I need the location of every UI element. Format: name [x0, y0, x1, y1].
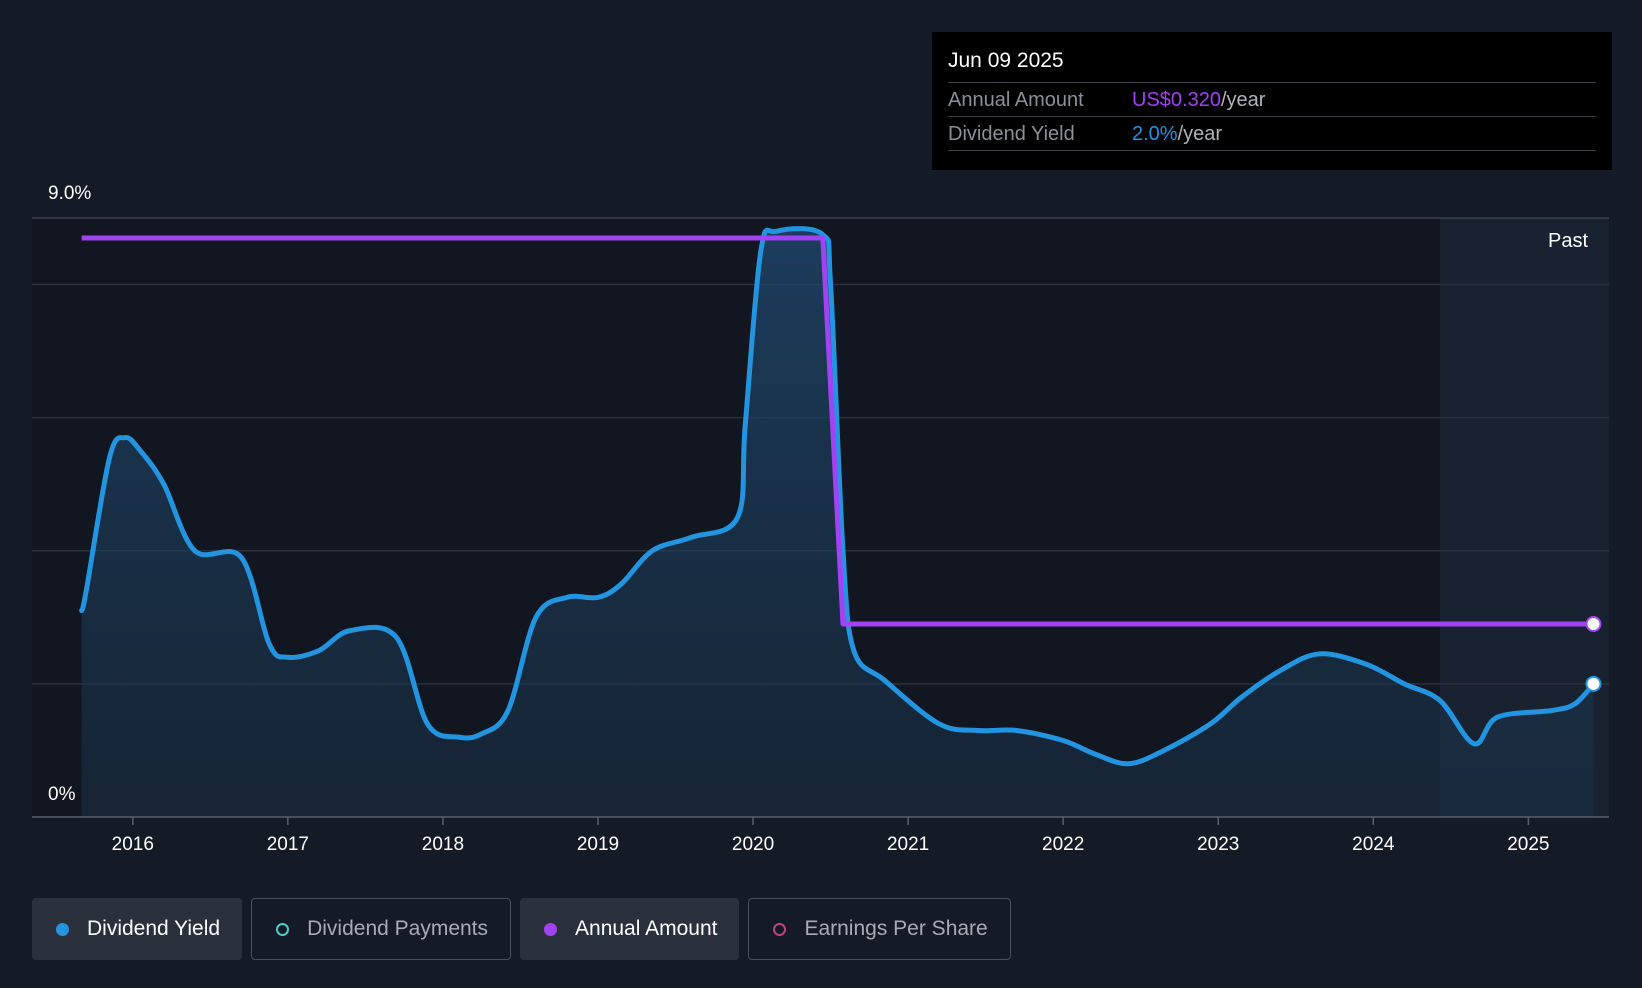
legend-dividend-yield-dot-icon [56, 922, 69, 936]
tooltip-row-annual-amount: Annual Amount US$0.320 /year [948, 83, 1596, 117]
legend-earnings-per-share-dot-icon [773, 922, 787, 936]
legend-dividend-yield-label: Dividend Yield [87, 917, 221, 940]
past-region-label: Past [1548, 230, 1589, 252]
legend-earnings-per-share-button[interactable]: Earnings Per Share [748, 898, 1011, 960]
legend-dividend-payments-button[interactable]: Dividend Payments [251, 898, 512, 960]
legend-dividend-payments-dot-icon [276, 922, 290, 936]
x-axis-ticks: 2016 2017 2018 2019 2020 2021 2022 2023 2024 2025 [112, 817, 1550, 855]
dividend-yield-end-marker [1585, 675, 1602, 692]
legend-annual-amount-dot-icon [544, 922, 558, 936]
x-tick-label: 2016 [112, 834, 154, 855]
tooltip-dividend-yield-unit: /year [1177, 123, 1223, 145]
x-tick-label: 2017 [267, 834, 309, 855]
legend-annual-amount-label: Annual Amount [575, 917, 718, 940]
x-tick-label: 2018 [422, 834, 464, 855]
tooltip-annual-amount-value: US$0.320 [1132, 89, 1221, 111]
tooltip-dividend-yield-label: Dividend Yield [948, 123, 1075, 145]
tooltip-row-dividend-yield: Dividend Yield 2.0% /year [948, 117, 1596, 151]
x-tick-label: 2024 [1352, 834, 1395, 855]
tooltip-annual-amount-label: Annual Amount [948, 89, 1084, 111]
chart-tooltip: Jun 09 2025 Annual Amount US$0.320 /year… [932, 32, 1612, 170]
legend-earnings-per-share-label: Earnings Per Share [804, 917, 988, 940]
dividend-yield-line [79, 226, 1596, 767]
x-tick-label: 2021 [887, 834, 929, 855]
x-tick-label: 2022 [1042, 834, 1084, 855]
x-tick-label: 2019 [577, 834, 619, 855]
chart-legend: Dividend Yield Dividend Payments Annual … [32, 898, 1011, 960]
y-axis-min-label: 0% [48, 784, 76, 805]
y-axis-max-label: 9.0% [48, 183, 92, 204]
x-tick-label: 2023 [1197, 834, 1239, 855]
x-tick-label: 2025 [1507, 834, 1549, 855]
legend-dividend-payments-label: Dividend Payments [307, 917, 489, 940]
x-tick-label: 2020 [732, 834, 774, 855]
legend-dividend-yield-button[interactable]: Dividend Yield [32, 898, 243, 960]
tooltip-date: Jun 09 2025 [948, 32, 1596, 83]
annual-amount-end-marker [1585, 615, 1602, 632]
legend-annual-amount-button[interactable]: Annual Amount [520, 898, 740, 960]
tooltip-annual-amount-unit: /year [1220, 89, 1266, 111]
tooltip-dividend-yield-value: 2.0% [1132, 123, 1178, 145]
annual-amount-line [81, 235, 1594, 627]
